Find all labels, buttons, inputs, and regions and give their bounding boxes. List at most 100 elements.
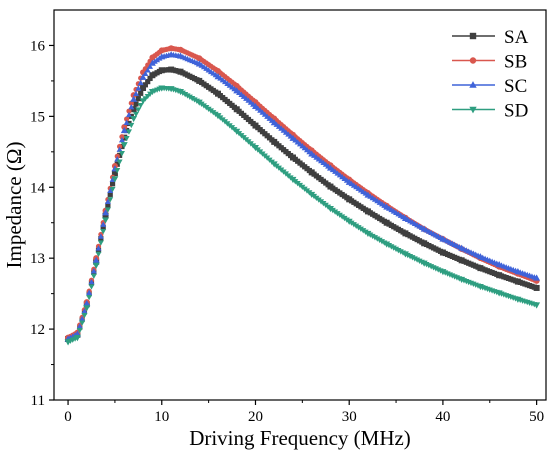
series-marker — [88, 278, 95, 285]
data-point-sd — [148, 88, 156, 96]
data-point-sa — [168, 66, 175, 73]
x-tick-label: 30 — [342, 409, 357, 425]
data-point-sa — [402, 230, 409, 237]
legend: SA SB SC SD — [452, 27, 529, 122]
series-marker — [97, 240, 104, 246]
data-point-sa — [271, 138, 278, 145]
y-tick-label: 14 — [30, 180, 46, 196]
series-layer — [64, 45, 541, 346]
series-marker — [76, 327, 83, 334]
data-point-sc — [308, 150, 316, 157]
data-point-sa — [102, 212, 109, 219]
series-marker — [90, 273, 97, 280]
series-marker — [95, 245, 102, 251]
legend-label-sc: SC — [504, 76, 527, 97]
data-point-sd — [120, 142, 128, 149]
data-point-sd — [514, 296, 522, 303]
y-tick-label: 13 — [30, 251, 45, 267]
data-point-sd — [308, 191, 316, 198]
data-point-sd — [214, 113, 222, 120]
data-point-sd — [401, 251, 409, 258]
data-point-sa — [158, 67, 165, 74]
series-marker — [79, 315, 86, 322]
data-point-sa — [514, 278, 521, 285]
series-marker — [144, 67, 151, 73]
y-tick-label: 15 — [30, 109, 45, 125]
data-point-sd — [111, 176, 119, 183]
data-point-sa — [308, 169, 315, 176]
data-point-sd — [83, 305, 91, 312]
data-point-sc — [214, 73, 222, 80]
data-point-sc — [401, 214, 409, 222]
data-point-sc — [139, 73, 147, 80]
data-point-sd — [167, 86, 175, 93]
data-point-sc — [120, 126, 128, 134]
data-point-sd — [139, 98, 147, 105]
series-marker — [123, 119, 130, 125]
data-point-sc — [252, 102, 259, 109]
data-point-sb — [168, 45, 175, 52]
x-tick-label: 50 — [529, 409, 544, 425]
data-point-sb — [158, 47, 165, 54]
data-point-sa — [346, 196, 353, 203]
data-point-sa — [421, 240, 428, 247]
x-tick-label: 0 — [64, 409, 72, 425]
series-marker — [81, 308, 88, 314]
data-point-sc — [364, 191, 372, 198]
legend-marker-sa — [469, 32, 477, 40]
plot-frame — [53, 9, 547, 401]
series-marker — [109, 181, 116, 187]
series-marker — [123, 135, 130, 142]
data-point-sc — [514, 268, 522, 275]
data-point-sd — [73, 335, 81, 342]
series-marker — [81, 313, 88, 319]
series-marker — [126, 108, 132, 114]
legend-marker-sd — [469, 106, 477, 114]
data-point-sd — [364, 230, 372, 237]
x-tick-label: 20 — [248, 409, 263, 425]
data-point-sd — [495, 290, 503, 297]
series-marker — [147, 75, 153, 82]
series-marker — [133, 111, 139, 118]
data-point-sd — [476, 283, 484, 291]
legend-label-sb: SB — [504, 52, 527, 73]
data-point-sa — [439, 249, 446, 256]
series-marker — [86, 294, 93, 301]
x-tick-label: 10 — [154, 409, 169, 425]
series-marker — [117, 143, 123, 150]
data-point-sb — [215, 67, 221, 74]
data-point-sd — [289, 176, 297, 184]
legend-label-sd: SD — [504, 101, 528, 122]
series-marker — [104, 207, 111, 213]
x-axis-label: Driving Frequency (MHz) — [189, 426, 411, 450]
data-point-sd — [383, 241, 391, 248]
series-marker — [128, 122, 135, 129]
series-marker — [95, 251, 102, 258]
data-point-sc — [383, 203, 391, 210]
series-marker — [124, 116, 130, 122]
series-marker — [135, 96, 141, 102]
data-point-sb — [177, 46, 184, 53]
series-marker — [88, 284, 95, 290]
data-point-sd — [345, 218, 353, 225]
series-marker — [125, 129, 132, 135]
legend-marker-sb — [469, 57, 477, 64]
data-point-sa — [140, 85, 147, 91]
series-marker — [137, 79, 144, 86]
series-marker — [118, 136, 125, 143]
series-marker — [135, 107, 142, 113]
series-marker — [135, 85, 142, 91]
data-point-sc — [102, 209, 109, 216]
series-marker — [97, 233, 104, 239]
series-marker — [90, 268, 97, 274]
data-point-sc — [476, 253, 484, 260]
data-point-sa — [533, 284, 540, 291]
data-point-sd — [158, 85, 166, 92]
series-marker — [133, 101, 139, 107]
data-point-sc — [130, 95, 138, 102]
data-point-sa — [477, 265, 484, 272]
data-point-sc — [533, 274, 541, 281]
data-point-sc — [495, 260, 503, 268]
y-tick-label: 12 — [30, 322, 45, 338]
